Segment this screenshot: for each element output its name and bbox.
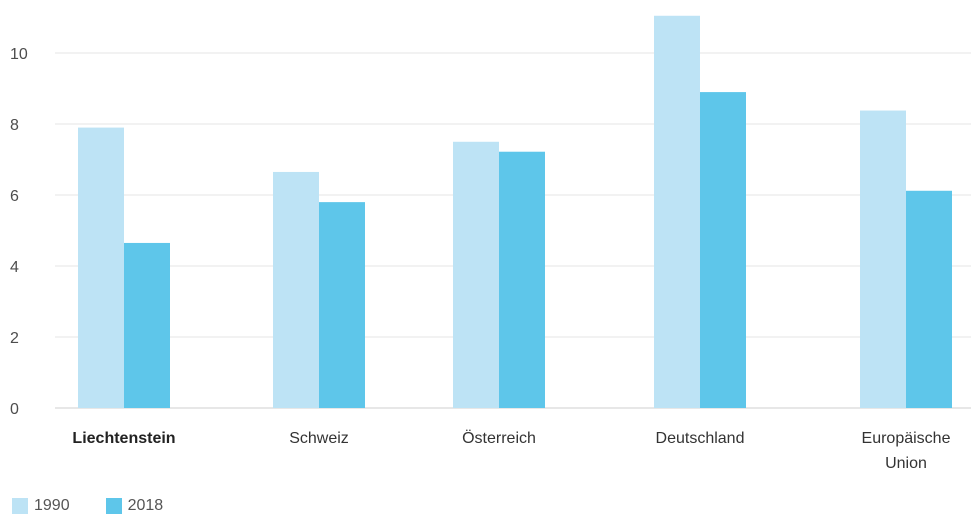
y-tick-label: 6	[10, 188, 19, 205]
y-axis-ticks: 0 2 4 6 8 10	[10, 46, 28, 418]
legend-swatch-1990	[12, 498, 28, 514]
legend-item-2018: 2018	[105, 497, 164, 515]
category-label: Deutschland	[656, 430, 745, 447]
legend-label-1990: 1990	[34, 497, 70, 514]
bar-chart: 0 2 4 6 8 10 Liechtenstein Schweiz Österreich De…	[10, 15, 971, 472]
legend: 1990 2018	[12, 497, 199, 515]
legend-item-1990: 1990	[12, 497, 70, 515]
y-tick-label: 2	[10, 330, 19, 347]
category-label: Europäische Union	[862, 430, 951, 472]
bar-2018-4	[906, 190, 952, 408]
bar-2018-3	[700, 92, 746, 408]
bar-2018-1	[319, 202, 365, 408]
bar-1990-3	[654, 15, 700, 408]
y-tick-label: 10	[10, 46, 28, 63]
legend-label-2018: 2018	[127, 497, 164, 514]
bars	[78, 15, 952, 409]
y-tick-label: 8	[10, 117, 19, 134]
bar-1990-2	[453, 141, 499, 408]
bar-2018-0	[124, 242, 170, 408]
category-label: Österreich	[462, 429, 536, 447]
category-label: Schweiz	[289, 430, 349, 447]
y-tick-label: 4	[10, 259, 19, 276]
category-label: Liechtenstein	[72, 430, 175, 447]
bar-1990-4	[860, 110, 906, 409]
bar-2018-2	[499, 151, 545, 408]
bar-1990-0	[78, 127, 124, 409]
x-axis-labels: Liechtenstein Schweiz Österreich Deutschlan…	[72, 429, 950, 472]
y-tick-label: 0	[10, 401, 19, 418]
bar-1990-1	[273, 171, 319, 408]
legend-swatch-2018	[105, 498, 122, 514]
